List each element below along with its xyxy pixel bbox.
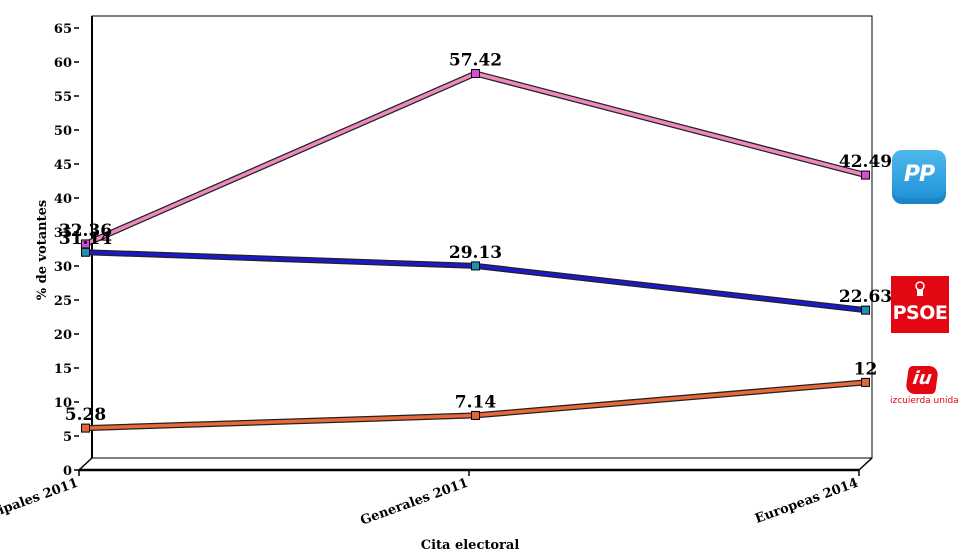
- y-tick-label: 25: [54, 294, 72, 309]
- y-tick-label: 5: [63, 430, 72, 445]
- data-label: 42.49: [839, 152, 892, 172]
- data-label: 7.14: [455, 392, 497, 412]
- iu-logo-subtitle: izcuierda unida: [890, 396, 959, 406]
- y-tick-label: 10: [54, 396, 72, 411]
- x-axis-label: Cita electoral: [421, 538, 520, 553]
- y-tick-label: 0: [63, 464, 72, 479]
- data-point-iu: [861, 377, 870, 387]
- data-label: 12: [854, 359, 878, 379]
- data-point-psoe: [861, 170, 870, 180]
- data-point-pp: [861, 305, 870, 315]
- y-tick-label: 35: [54, 226, 72, 241]
- series-layer: [81, 69, 870, 433]
- x-axis: Municipales 2011 Generales 2011 Europeas 2…: [0, 470, 860, 534]
- y-tick-label: 30: [54, 260, 72, 275]
- psoe-logo: PSOE: [891, 276, 949, 333]
- data-label: 31.14: [59, 229, 112, 249]
- y-tick-label: 20: [54, 328, 72, 343]
- data-point-pp: [81, 247, 90, 257]
- y-tick-label: 60: [54, 56, 72, 71]
- floor-edge-right: [858, 457, 873, 471]
- pp-logo-text: PP: [903, 162, 935, 187]
- data-label: 57.42: [449, 51, 502, 71]
- data-label-layer: 31.14 29.13 22.63 32.36 57.42 42.49 5.28 7.14 12: [59, 51, 892, 426]
- y-tick-label: 65: [54, 22, 72, 37]
- y-tick-label: 45: [54, 158, 72, 173]
- iu-logo-mark: iu: [905, 366, 939, 394]
- iu-logo-text: iu: [911, 368, 934, 389]
- data-label: 5.28: [65, 405, 106, 425]
- rose-fist-icon: [915, 281, 925, 296]
- data-point-psoe: [471, 69, 480, 79]
- y-tick-label: 55: [54, 90, 72, 105]
- iu-logo: iu izcuierda unida: [890, 366, 959, 410]
- data-point-psoe: [81, 239, 90, 249]
- x-tick-label: Generales 2011: [358, 476, 470, 529]
- data-label: 32.36: [59, 221, 112, 241]
- y-tick-label: 50: [54, 124, 72, 139]
- data-label: 22.63: [839, 287, 892, 307]
- data-label: 29.13: [449, 243, 502, 263]
- data-point-iu: [471, 410, 480, 420]
- y-axis-label: % de votantes: [35, 200, 50, 300]
- series-line-psoe: [84, 71, 866, 246]
- y-tick-label: 40: [54, 192, 72, 207]
- x-tick-label: Municipales 2011: [0, 476, 80, 535]
- series-line-outline: [84, 70, 867, 247]
- data-point-pp: [471, 261, 480, 271]
- psoe-logo-text: PSOE: [892, 302, 948, 324]
- data-point-iu: [81, 423, 90, 433]
- floor-edge-left: [78, 457, 93, 471]
- y-axis: 0 5 10 15 20 25 30 35 40 45 50 55 60 65: [54, 22, 79, 479]
- pp-logo: PP: [892, 150, 946, 204]
- x-tick-label: Europeas 2014: [753, 476, 860, 527]
- y-tick-label: 15: [54, 362, 72, 377]
